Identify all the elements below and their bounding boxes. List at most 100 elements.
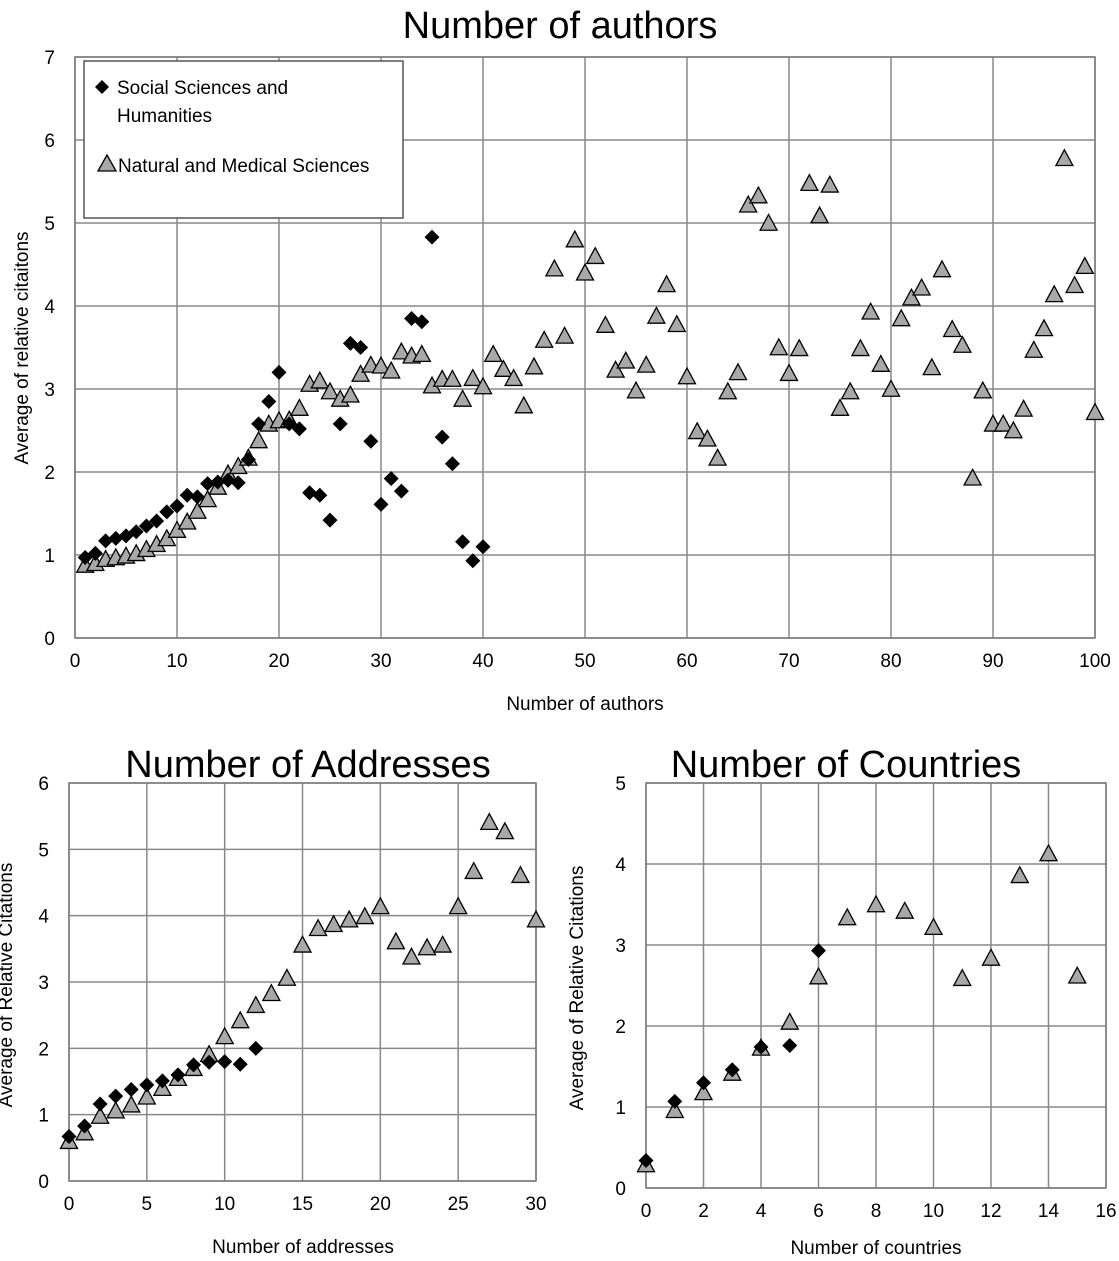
diamond-point xyxy=(753,1039,769,1055)
triangle-point xyxy=(871,354,891,372)
diamond-point xyxy=(200,476,216,492)
triangle-point xyxy=(993,413,1013,432)
legend-series1-line1: Social Sciences and xyxy=(117,78,288,99)
triangle-point xyxy=(575,262,595,281)
x-tick-label: 14 xyxy=(1038,1201,1060,1222)
triangle-point xyxy=(810,205,830,224)
triangle-point xyxy=(246,995,266,1014)
triangle-point xyxy=(370,896,390,915)
triangle-point xyxy=(708,448,728,466)
diamond-point xyxy=(149,513,165,529)
triangle-point xyxy=(401,946,422,965)
x-tick-label: 90 xyxy=(982,651,1003,672)
triangle-point xyxy=(912,277,932,296)
triangle-point xyxy=(657,274,677,293)
triangle-point xyxy=(626,380,646,399)
triangle-point xyxy=(738,194,758,213)
triangle-point xyxy=(340,384,360,403)
triangle-point xyxy=(464,861,484,880)
diamond-point xyxy=(220,472,236,488)
y-tick-label: 3 xyxy=(44,380,55,401)
diamond-point xyxy=(128,524,144,540)
triangle-point xyxy=(748,185,768,204)
x-tick-label: 4 xyxy=(756,1201,767,1222)
triangle-point xyxy=(308,918,328,937)
diamond-point xyxy=(98,533,114,549)
diamond-point xyxy=(291,421,307,437)
diamond-point xyxy=(139,1077,155,1093)
triangle-point xyxy=(769,337,789,356)
x-tick-label: 100 xyxy=(1079,651,1111,672)
y-tick-label: 2 xyxy=(38,1039,49,1060)
triangle-point xyxy=(493,359,513,377)
x-tick-label: 10 xyxy=(214,1194,235,1215)
x-tick-label: 2 xyxy=(698,1201,709,1222)
diamond-point xyxy=(159,504,175,520)
x-axis-label: Number of authors xyxy=(506,694,663,715)
y-tick-label: 7 xyxy=(44,48,55,69)
triangle-point xyxy=(479,812,499,831)
triangle-point xyxy=(1014,399,1034,417)
triangle-point xyxy=(837,907,857,926)
triangle-point xyxy=(495,821,515,840)
triangle-point xyxy=(667,314,687,333)
triangle-point xyxy=(759,213,779,231)
y-tick-label: 0 xyxy=(44,629,55,650)
diamond-point xyxy=(696,1075,711,1091)
diamond-point xyxy=(108,530,124,546)
x-tick-label: 30 xyxy=(525,1194,546,1215)
triangle-point xyxy=(524,356,544,375)
chart-title: Number of authors xyxy=(403,5,718,47)
x-tick-label: 10 xyxy=(923,1201,944,1222)
diamond-point xyxy=(363,433,379,449)
triangle-point xyxy=(585,246,605,265)
x-tick-label: 30 xyxy=(370,651,391,672)
x-tick-label: 20 xyxy=(370,1194,391,1215)
x-tick-label: 12 xyxy=(980,1201,1001,1222)
x-tick-label: 0 xyxy=(70,651,81,672)
triangle-point xyxy=(277,968,297,986)
legend-triangle-marker xyxy=(96,153,118,172)
triangle-point xyxy=(137,1086,157,1105)
y-tick-label: 3 xyxy=(38,973,49,994)
y-axis-label: Average of Relative Citations xyxy=(0,863,17,1108)
triangle-point xyxy=(1075,256,1095,275)
triangle-point xyxy=(1003,420,1023,439)
triangle-point xyxy=(923,917,944,936)
diamond-point xyxy=(169,498,185,514)
triangle-point xyxy=(526,909,546,928)
triangle-point xyxy=(932,259,952,278)
diamond-point xyxy=(201,1054,217,1070)
triangle-point xyxy=(177,511,197,530)
triangle-point xyxy=(1054,148,1074,167)
y-tick-label: 5 xyxy=(615,774,626,795)
triangle-point xyxy=(808,966,829,985)
plot-frame xyxy=(68,782,537,1182)
triangle-point xyxy=(510,865,531,884)
y-tick-label: 5 xyxy=(38,840,49,861)
triangle-point xyxy=(198,489,218,508)
diamond-point xyxy=(302,485,318,501)
triangle-point xyxy=(789,338,809,357)
x-tick-label: 0 xyxy=(641,1201,652,1222)
triangle-point xyxy=(693,1082,714,1101)
legend-series2: Natural and Medical Sciences xyxy=(118,156,369,177)
triangle-point xyxy=(106,1100,126,1119)
triangle-point xyxy=(780,1012,800,1030)
diamond-point xyxy=(424,229,440,245)
x-tick-label: 15 xyxy=(292,1194,313,1215)
triangle-point xyxy=(187,501,207,519)
triangle-point xyxy=(391,341,411,360)
diamond-point xyxy=(261,393,277,409)
diamond-point xyxy=(210,474,226,490)
plot-frame xyxy=(645,782,1107,1189)
triangle-point xyxy=(386,931,406,950)
triangle-point xyxy=(1024,340,1044,358)
triangle-point xyxy=(442,369,462,387)
x-tick-label: 25 xyxy=(448,1194,469,1215)
triangle-point xyxy=(697,428,717,447)
triangle-point xyxy=(901,287,921,306)
diamond-point xyxy=(179,487,195,503)
